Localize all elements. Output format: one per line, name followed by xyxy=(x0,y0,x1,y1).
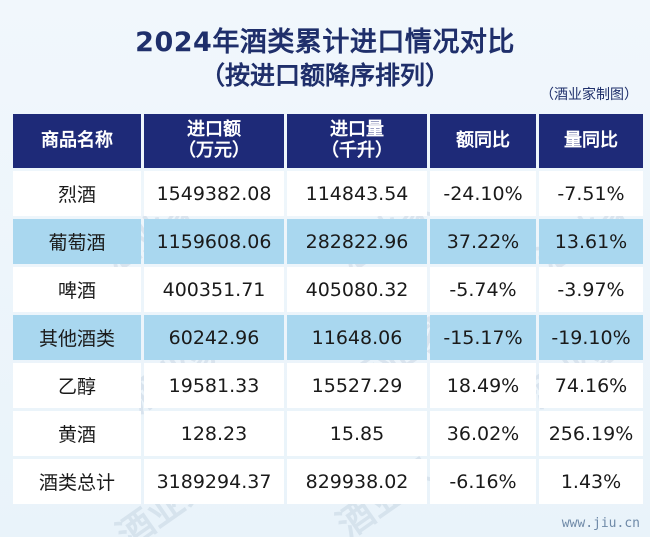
cell-volume: 15.85 xyxy=(287,411,427,456)
cell-amount-yoy: 36.02% xyxy=(430,411,536,456)
header-volume-yoy-label: 量同比 xyxy=(564,129,618,151)
header-volume-label: 进口量 xyxy=(330,119,384,141)
table-row: 啤酒 400351.71 405080.32 -5.74% -3.97% xyxy=(13,267,643,312)
cell-amount-yoy: -24.10% xyxy=(430,171,536,216)
page-title: 2024年酒类累计进口情况对比 xyxy=(135,27,515,58)
table-header-row: 商品名称 进口额 （万元） 进口量 （千升） 额同比 量同比 xyxy=(13,114,643,168)
table-row: 其他酒类 60242.96 11648.06 -15.17% -19.10% xyxy=(13,315,643,360)
cell-amount: 3189294.37 xyxy=(144,459,284,504)
source-note: （酒业家制图） xyxy=(540,87,638,103)
cell-name: 烈酒 xyxy=(13,171,141,216)
header-volume: 进口量 （千升） xyxy=(287,114,427,168)
cell-volume-yoy: -3.97% xyxy=(539,267,643,312)
cell-volume: 114843.54 xyxy=(287,171,427,216)
cell-amount: 1549382.08 xyxy=(144,171,284,216)
table-row: 黄酒 128.23 15.85 36.02% 256.19% xyxy=(13,411,643,456)
cell-volume-yoy: 74.16% xyxy=(539,363,643,408)
header-volume-unit: （千升） xyxy=(321,140,393,161)
header-name: 商品名称 xyxy=(13,114,141,168)
cell-volume: 282822.96 xyxy=(287,219,427,264)
cell-volume: 11648.06 xyxy=(287,315,427,360)
cell-volume: 829938.02 xyxy=(287,459,427,504)
cell-volume-yoy: -19.10% xyxy=(539,315,643,360)
cell-amount-yoy: 18.49% xyxy=(430,363,536,408)
table-row: 烈酒 1549382.08 114843.54 -24.10% -7.51% xyxy=(13,171,643,216)
header-volume-yoy: 量同比 xyxy=(539,114,643,168)
header-amount-label: 进口额 xyxy=(187,119,241,141)
table-row: 葡萄酒 1159608.06 282822.96 37.22% 13.61% xyxy=(13,219,643,264)
cell-volume-yoy: -7.51% xyxy=(539,171,643,216)
cell-amount-yoy: -6.16% xyxy=(430,459,536,504)
cell-amount: 400351.71 xyxy=(144,267,284,312)
cell-volume-yoy: 1.43% xyxy=(539,459,643,504)
page-subtitle: （按进口额降序排列） xyxy=(199,61,450,90)
site-url: www.jiu.cn xyxy=(561,516,640,531)
header-amount-unit: （万元） xyxy=(178,140,250,161)
cell-amount-yoy: -15.17% xyxy=(430,315,536,360)
table-row-total: 酒类总计 3189294.37 829938.02 -6.16% 1.43% xyxy=(13,459,643,504)
cell-name: 酒类总计 xyxy=(13,459,141,504)
table-row: 乙醇 19581.33 15527.29 18.49% 74.16% xyxy=(13,363,643,408)
cell-name: 葡萄酒 xyxy=(13,219,141,264)
cell-amount: 60242.96 xyxy=(144,315,284,360)
cell-amount: 19581.33 xyxy=(144,363,284,408)
cell-amount: 1159608.06 xyxy=(144,219,284,264)
cell-volume: 405080.32 xyxy=(287,267,427,312)
cell-name: 乙醇 xyxy=(13,363,141,408)
cell-amount: 128.23 xyxy=(144,411,284,456)
cell-name: 黄酒 xyxy=(13,411,141,456)
header-amount: 进口额 （万元） xyxy=(144,114,284,168)
header-amount-yoy: 额同比 xyxy=(430,114,536,168)
cell-amount-yoy: -5.74% xyxy=(430,267,536,312)
header-name-label: 商品名称 xyxy=(41,129,113,151)
cell-amount-yoy: 37.22% xyxy=(430,219,536,264)
cell-volume: 15527.29 xyxy=(287,363,427,408)
cell-name: 其他酒类 xyxy=(13,315,141,360)
import-table: 商品名称 进口额 （万元） 进口量 （千升） 额同比 量同比 烈酒 1549382.… xyxy=(10,111,646,507)
cell-volume-yoy: 256.19% xyxy=(539,411,643,456)
cell-name: 啤酒 xyxy=(13,267,141,312)
cell-volume-yoy: 13.61% xyxy=(539,219,643,264)
header-amount-yoy-label: 额同比 xyxy=(456,129,510,151)
